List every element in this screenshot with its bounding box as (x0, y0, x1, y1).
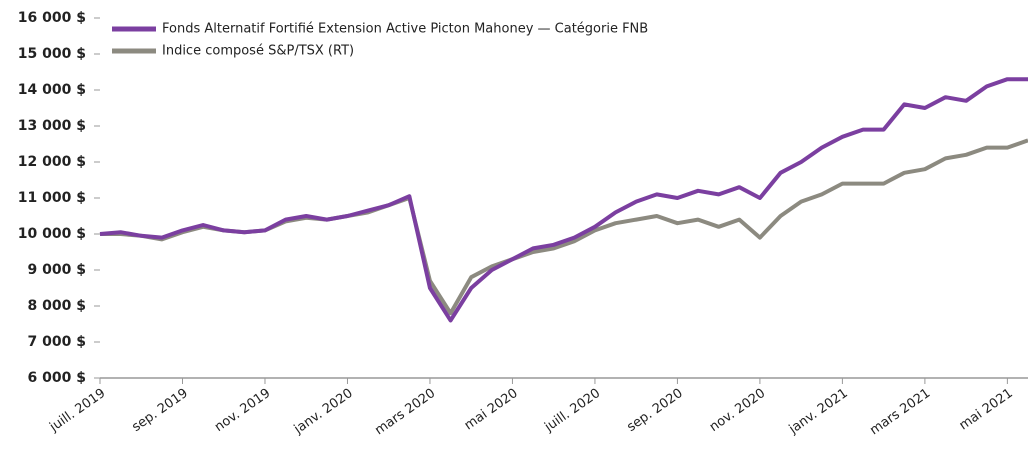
legend-label: Indice composé S&P/TSX (RT) (162, 44, 354, 59)
x-tick-label: juill. 2020 (541, 386, 603, 436)
y-tick-label: 16 000 $ (18, 10, 86, 26)
x-tick-label: juill. 2019 (46, 386, 108, 436)
x-tick-label: janv. 2021 (786, 386, 851, 438)
y-tick-label: 12 000 $ (18, 154, 86, 170)
x-tick-label: mai 2021 (957, 386, 1016, 434)
x-tick-label: nov. 2020 (707, 386, 768, 435)
x-tick-label: sep. 2020 (624, 386, 685, 435)
x-tick-label: nov. 2019 (212, 386, 273, 435)
y-tick-label: 9 000 $ (28, 262, 86, 278)
y-tick-label: 15 000 $ (18, 46, 86, 62)
x-tick-label: janv. 2020 (291, 386, 356, 438)
series-line (99, 77, 1028, 323)
y-tick-label: 8 000 $ (28, 298, 86, 314)
y-tick-label: 7 000 $ (28, 334, 86, 350)
y-tick-label: 10 000 $ (18, 226, 86, 242)
x-tick-label: mai 2020 (462, 386, 521, 434)
y-tick-label: 11 000 $ (18, 190, 86, 206)
y-tick-label: 6 000 $ (28, 370, 86, 386)
x-tick-label: sep. 2019 (129, 386, 190, 435)
y-tick-label: 13 000 $ (18, 118, 86, 134)
legend-label: Fonds Alternatif Fortifié Extension Acti… (162, 22, 648, 37)
x-tick-label: mars 2021 (867, 386, 933, 438)
series-line (100, 138, 1028, 316)
x-tick-label: mars 2020 (372, 386, 438, 438)
y-tick-label: 14 000 $ (18, 82, 86, 98)
